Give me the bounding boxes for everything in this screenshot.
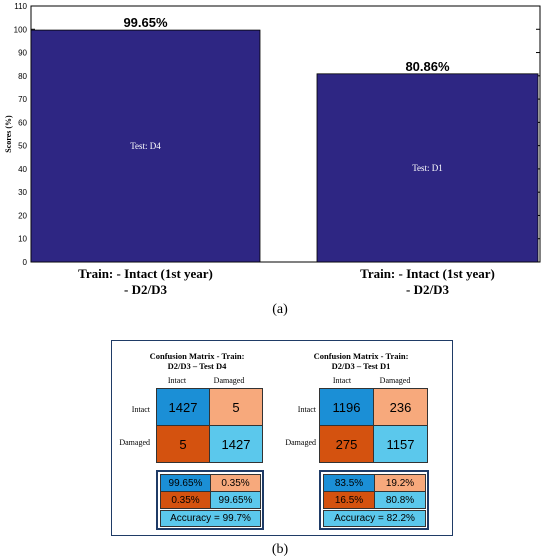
- cm1-pct-tn: 99.65%: [210, 491, 261, 509]
- cm1-pct-tp: 99.65%: [160, 474, 211, 492]
- cm1-row-intact: Intact: [131, 405, 150, 414]
- bar-inner-label-2: Test: D1: [412, 163, 443, 173]
- bar-chart-a: 0 10 20 30 40 50 60 70 80 90 100 110 Scores (%) 99.65…: [4, 2, 541, 297]
- bar-value-label-1: 99.65%: [123, 15, 168, 30]
- y-axis-label: Scores (%): [4, 115, 13, 153]
- cm2-title-line1: Confusion Matrix - Train:: [313, 351, 409, 361]
- cm2-pct-tn: 80.8%: [374, 491, 426, 509]
- cm2-cell-fn: 275: [319, 425, 374, 463]
- y-tick-label: 20: [18, 211, 27, 220]
- cm1-cell-fp: 5: [209, 388, 263, 426]
- y-tick-label: 80: [18, 72, 27, 81]
- x-tick-label-1-line2: - D2/D3: [124, 282, 167, 297]
- y-tick-label: 0: [23, 258, 28, 267]
- caption-b: (b): [271, 542, 289, 557]
- cm1-pct-fp: 0.35%: [210, 474, 261, 492]
- y-tick-label: 30: [18, 188, 27, 197]
- cm2-title-line2: D2/D3 – Test D1: [331, 361, 391, 371]
- cm1-pct-fn: 0.35%: [160, 491, 211, 509]
- cm2-cell-fp: 236: [373, 388, 428, 426]
- cm1-accuracy: Accuracy = 99.7%: [160, 510, 261, 527]
- cm2-title: Confusion Matrix - Train: D2/D3 – Test D…: [286, 351, 436, 371]
- cm1-cell-fn: 5: [156, 425, 210, 463]
- cm2-cell-tn: 1157: [373, 425, 428, 463]
- cm2-pct-tp: 83.5%: [323, 474, 375, 492]
- cm2-pct-fp: 19.2%: [374, 474, 426, 492]
- y-tick-label: 40: [18, 165, 27, 174]
- y-tick-label: 60: [18, 118, 27, 127]
- cm1-col-damaged: Damaged: [213, 376, 245, 385]
- cm1-title: Confusion Matrix - Train: D2/D3 – Test D…: [122, 351, 272, 371]
- cm2-col-damaged: Damaged: [379, 376, 411, 385]
- y-tick-label: 70: [18, 95, 27, 104]
- cm2-row-intact: Intact: [297, 405, 316, 414]
- y-tick-label: 10: [18, 235, 27, 244]
- cm2-cell-tp: 1196: [319, 388, 374, 426]
- y-tick-label: 50: [18, 142, 27, 151]
- bar-inner-label-1: Test: D4: [130, 141, 161, 151]
- bar-value-label-2: 80.86%: [405, 59, 450, 74]
- cm2-summary-box: [319, 470, 429, 530]
- cm1-cell-tp: 1427: [156, 388, 210, 426]
- cm1-cell-tn: 1427: [209, 425, 263, 463]
- x-tick-label-2-line2: - D2/D3: [406, 282, 449, 297]
- cm1-row-damaged: Damaged: [119, 438, 150, 447]
- x-tick-label-2-line1: Train: - Intact (1st year): [360, 266, 495, 281]
- confusion-matrix-d1: Confusion Matrix - Train: D2/D3 – Test D…: [282, 341, 452, 537]
- confusion-matrix-panel: Confusion Matrix - Train: D2/D3 – Test D…: [111, 340, 453, 536]
- cm2-row-damaged: Damaged: [285, 438, 316, 447]
- y-tick-label: 110: [14, 2, 27, 11]
- cm2-pct-fn: 16.5%: [323, 491, 375, 509]
- y-tick-label: 100: [14, 25, 28, 34]
- cm1-summary-box: [156, 470, 264, 530]
- confusion-matrix-d4: Confusion Matrix - Train: D2/D3 – Test D…: [112, 341, 282, 537]
- cm2-col-intact: Intact: [332, 376, 352, 385]
- bar-2: [316, 73, 539, 263]
- bar-1: [30, 29, 261, 263]
- y-tick-label: 90: [18, 49, 27, 58]
- caption-a: (a): [272, 302, 288, 317]
- cm1-title-line1: Confusion Matrix - Train:: [149, 351, 245, 361]
- cm1-title-line2: D2/D3 – Test D4: [167, 361, 227, 371]
- cm2-accuracy: Accuracy = 82.2%: [323, 510, 426, 527]
- cm1-col-intact: Intact: [167, 376, 187, 385]
- x-tick-label-1-line1: Train: - Intact (1st year): [78, 266, 213, 281]
